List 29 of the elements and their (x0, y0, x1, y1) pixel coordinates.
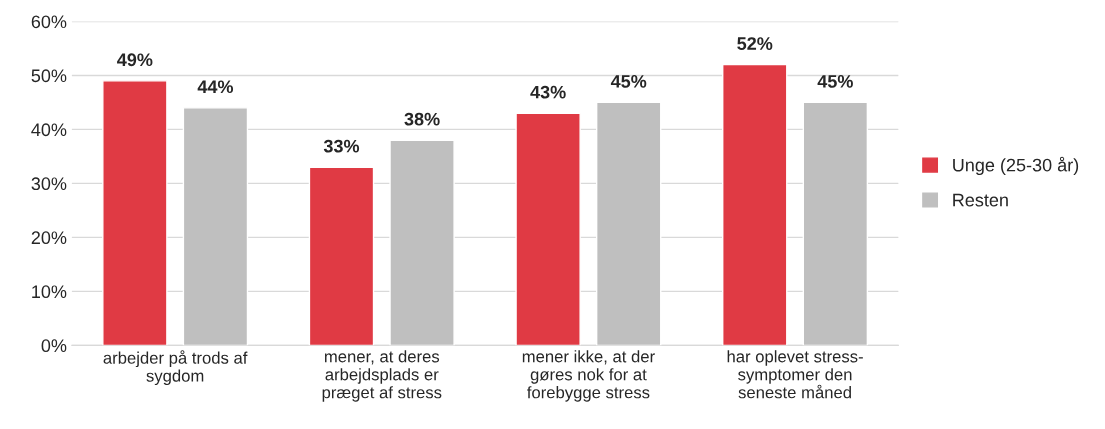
x-tick-label: mener ikke, at der gøres nok for at forebygge stress (522, 350, 655, 402)
y-tick-label: 60% (31, 15, 67, 29)
bar (515, 112, 581, 346)
data-label: 43% (530, 85, 566, 99)
bar (182, 107, 249, 346)
x-tick-label: mener, at deres arbejdsplads er præget af stress (322, 350, 442, 402)
x-tick-label: arbejder på trods af sygdom (103, 350, 248, 386)
y-tick-label: 40% (31, 123, 67, 137)
y-tick-label: 20% (31, 231, 67, 245)
data-label: 45% (817, 75, 853, 88)
y-tick-label: 30% (31, 177, 67, 191)
data-label: 38% (404, 112, 440, 126)
data-label: 44% (197, 80, 234, 94)
x-tick-label: har oplevet stress- symptomer den seneste måned (727, 350, 863, 399)
data-label: 33% (323, 139, 360, 153)
bar (102, 80, 168, 346)
legend-label: Unge (25-30 år) (953, 156, 1079, 176)
y-tick-label: 10% (32, 285, 67, 299)
y-tick-label: 50% (31, 69, 67, 83)
bar (389, 139, 455, 346)
bar (308, 166, 375, 346)
bar (595, 101, 662, 346)
data-label: 45% (610, 75, 647, 88)
data-label: 49% (117, 53, 153, 67)
bar (802, 101, 869, 346)
y-tick-label: 0% (41, 339, 67, 353)
data-label: 52% (737, 37, 773, 50)
legend-label: Resten (953, 193, 1008, 207)
bar (722, 63, 788, 346)
